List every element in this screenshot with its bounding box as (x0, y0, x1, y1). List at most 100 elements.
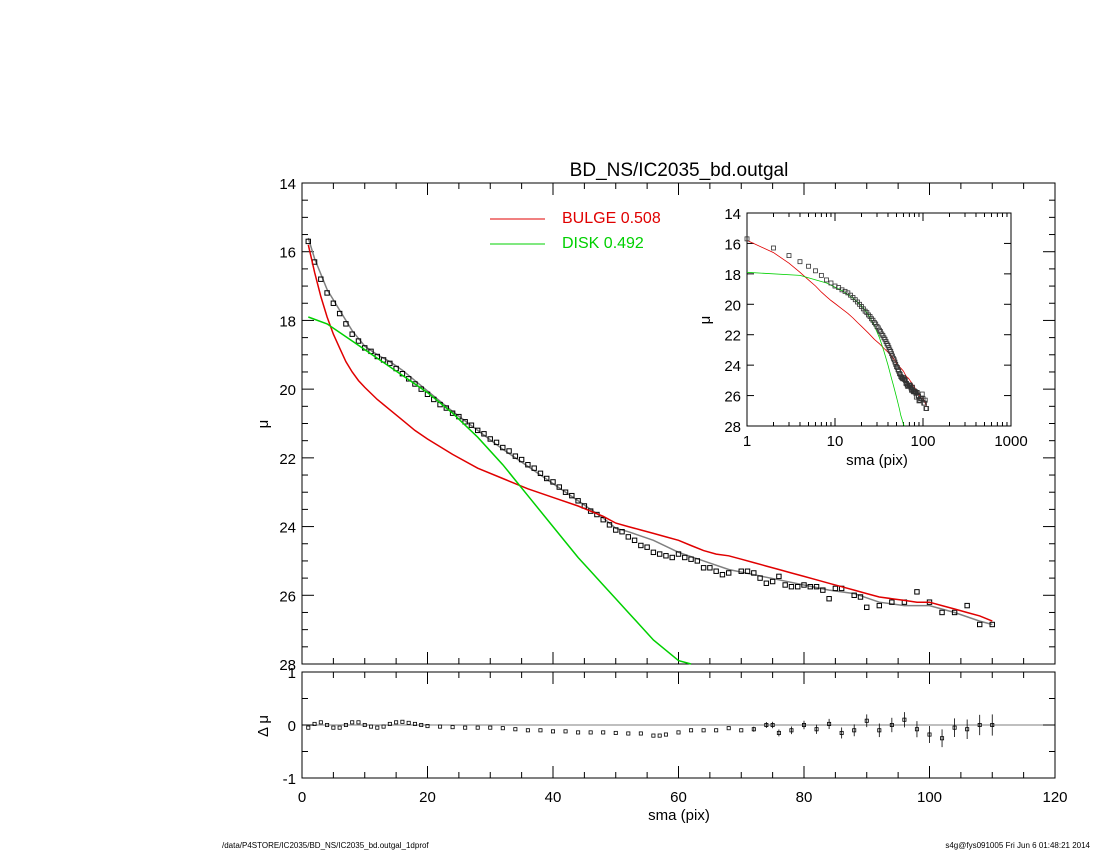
residual-point (726, 726, 731, 731)
main-y-ticks: 14 16 18 20 22 24 26 28 (279, 176, 1055, 674)
residual-point (990, 723, 995, 728)
inset-data-point (924, 406, 930, 411)
inset-data-point (828, 280, 834, 286)
residual-point (601, 730, 606, 735)
data-point (795, 583, 801, 590)
inset-data-point (744, 236, 750, 242)
data-point (613, 527, 619, 533)
residual-point (463, 725, 468, 730)
residual-point (751, 727, 756, 732)
data-point (537, 470, 544, 477)
bulge-line (307, 244, 993, 622)
data-point (330, 300, 337, 306)
residual-point (306, 725, 311, 730)
data-point (544, 475, 550, 482)
data-point (726, 570, 732, 576)
data-point (318, 276, 324, 282)
inset-x-tick-label: 10 (827, 433, 844, 450)
data-point (964, 602, 970, 609)
disk-line (308, 316, 692, 665)
data-point (675, 551, 682, 557)
residual-point (657, 733, 662, 738)
data-point (669, 554, 675, 561)
residual-point (538, 728, 543, 733)
data-point (569, 492, 575, 499)
data-point (876, 602, 882, 609)
data-point (343, 321, 349, 327)
x-tick-label: 0 (298, 789, 306, 806)
residual-point (500, 726, 505, 731)
residual-point (488, 725, 493, 730)
residual-point (914, 727, 919, 732)
legend-bulge-label: BULGE 0.508 (562, 210, 661, 227)
data-point (951, 609, 958, 616)
residual-point (325, 723, 330, 728)
inset-panel: 14 16 18 20 22 24 26 28 1 10 100 1000 μ sma (pix) (697, 206, 1028, 469)
residual-point (663, 732, 668, 737)
data-point (412, 381, 418, 387)
residual-point (952, 725, 957, 730)
inset-data-point (922, 397, 928, 403)
data-point (600, 517, 606, 523)
inset-data-point (901, 376, 907, 382)
data-point (656, 551, 663, 557)
inset-data-point (922, 400, 927, 406)
residual-point (412, 721, 417, 726)
inset-data-point (806, 263, 811, 269)
data-point (719, 571, 726, 578)
residual-panel: 10-1 0 20 40 60 80 100 120 Δ μ sma (pix) (255, 665, 1068, 824)
residual-point (343, 723, 348, 728)
residual-point (588, 730, 593, 735)
residual-point (350, 720, 355, 725)
residual-point (337, 725, 342, 730)
legend: BULGE 0.508 DISK 0.492 (490, 210, 661, 252)
data-point (801, 582, 807, 588)
y-tick-label: 28 (279, 657, 296, 674)
data-point (462, 419, 468, 425)
data-point (977, 621, 983, 628)
inset-y-tick-label: 26 (724, 389, 741, 406)
data-point (813, 583, 820, 590)
data-point (644, 544, 650, 550)
x-tick-label: 120 (1042, 789, 1067, 806)
data-point (562, 489, 569, 495)
data-point (355, 338, 362, 344)
data-point (707, 565, 713, 571)
residual-point (739, 728, 744, 733)
residual-y-tick-label: 1 (288, 665, 296, 682)
data-point (738, 568, 744, 574)
residual-point (940, 736, 945, 741)
data-point (694, 558, 701, 564)
residual-point (525, 728, 530, 733)
main-y-axis-label: μ (255, 420, 272, 429)
inset-data-point (902, 377, 908, 383)
inset-y-tick-label: 18 (724, 267, 741, 284)
data-point (826, 596, 832, 602)
residual-point (877, 728, 882, 733)
residual-point (638, 731, 643, 736)
y-tick-label: 18 (279, 313, 296, 330)
legend-disk-label: DISK 0.492 (562, 235, 644, 252)
residual-point (331, 725, 336, 730)
residual-point (889, 723, 894, 728)
x-tick-label: 80 (796, 789, 813, 806)
data-point (682, 554, 688, 561)
residual-point (394, 720, 399, 725)
data-point (631, 537, 638, 544)
data-point (744, 568, 751, 574)
x-tick-label: 100 (917, 789, 942, 806)
data-point (864, 604, 870, 611)
inset-data-point (839, 287, 845, 293)
data-point (606, 522, 613, 528)
data-point (939, 609, 945, 616)
residual-point (927, 732, 932, 737)
inset-data-point (919, 391, 925, 397)
y-tick-label: 26 (279, 588, 296, 605)
y-tick-label: 14 (279, 176, 296, 193)
residual-point (864, 718, 869, 723)
data-point (889, 599, 895, 605)
residual-x-ticks: 0 20 40 60 80 100 120 (298, 672, 1068, 806)
residual-point (626, 731, 631, 736)
residual-point (551, 729, 556, 734)
data-point (700, 565, 707, 571)
